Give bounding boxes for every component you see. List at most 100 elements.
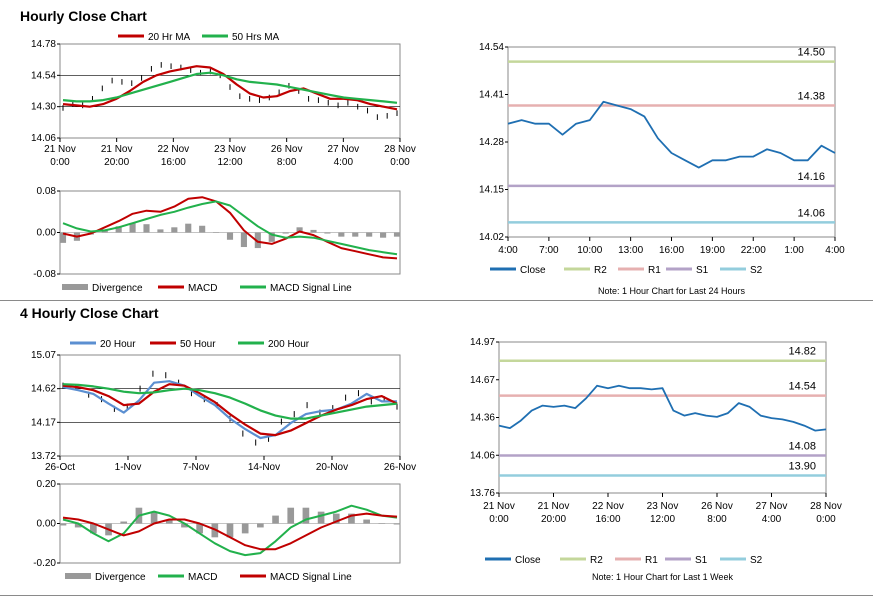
four-hourly-close-legend-label: Close — [515, 555, 541, 566]
four-hourly-macd-divergence-bar — [302, 507, 310, 524]
four-hourly-macd-divergence-bar — [393, 523, 401, 525]
four-hourly-macd-divergence-bar — [59, 523, 67, 526]
four-hourly-macd-divergence-bar — [226, 523, 234, 538]
hourly-price-x-tick-label: 8:00 — [277, 157, 297, 168]
hourly-price-y-tick-label: 14.06 — [31, 133, 56, 144]
hourly-price-x-tick-label: 22 Nov — [157, 144, 189, 155]
bottom-divider — [0, 595, 873, 596]
four-hourly-macd-divergence-bar — [241, 523, 249, 534]
hourly-close-y-tick-label: 14.54 — [479, 42, 504, 53]
four-hourly-macd-legend-swatch — [65, 573, 91, 579]
four-hourly-macd-y-tick-label: 0.20 — [37, 479, 57, 490]
hourly-price-x-tick-label: 0:00 — [50, 157, 70, 168]
hourly-close-legend-label: Close — [520, 265, 546, 276]
four-hourly-close-x-tick-label: 16:00 — [595, 514, 620, 525]
four-hourly-price-x-tick-label: 1-Nov — [115, 462, 142, 473]
hourly-close-x-tick-label: 13:00 — [618, 245, 643, 256]
four-hourly-close-x-tick-label: 22 Nov — [592, 501, 624, 512]
four-hourly-close-legend-label: S2 — [750, 555, 763, 566]
four-hourly-close-note: Note: 1 Hour Chart for Last 1 Week — [592, 572, 733, 582]
hourly-macd-divergence-bar — [352, 232, 359, 237]
four-hourly-price-legend-label: 20 Hour — [100, 339, 136, 350]
hourly-close-level-label-r2: 14.50 — [797, 47, 825, 59]
hourly-macd-divergence-bar — [282, 232, 289, 234]
four-hourly-close-plot-frame — [498, 341, 827, 494]
hourly-price-x-tick-label: 26 Nov — [271, 144, 303, 155]
hourly-macd-divergence-bar — [324, 232, 331, 234]
hourly-price-x-tick-label: 4:00 — [334, 157, 354, 168]
hourly-macd-divergence-bar — [185, 223, 192, 233]
four-hourly-close-y-tick-label: 13.76 — [470, 488, 495, 499]
hourly-macd-divergence-bar — [199, 225, 206, 233]
hourly-price-legend-label: 20 Hr MA — [148, 32, 191, 43]
four-hourly-close-x-tick-label: 0:00 — [816, 514, 836, 525]
hourly-close-y-tick-label: 14.28 — [479, 137, 504, 148]
hourly-macd-divergence-bar — [157, 229, 164, 233]
hourly-price-y-tick-label: 14.30 — [31, 102, 56, 113]
four-hourly-macd-legend-label: Divergence — [95, 572, 146, 583]
four-hourly-close-x-tick-label: 26 Nov — [701, 501, 733, 512]
four-hourly-price-legend-label: 200 Hour — [268, 339, 310, 350]
four-hourly-macd-divergence-bar — [257, 523, 264, 528]
hourly-close-note: Note: 1 Hour Chart for Last 24 Hours — [598, 286, 746, 296]
four-hourly-close-y-tick-label: 14.36 — [470, 413, 495, 424]
hourly-close-plot-frame — [507, 46, 836, 238]
four-hourly-macd-divergence-bar — [165, 519, 173, 524]
hourly-macd-legend-label: Divergence — [92, 283, 143, 294]
four-hourly-close-x-tick-label: 20:00 — [541, 514, 566, 525]
hourly-macd-divergence-bar — [366, 232, 373, 237]
four-hourly-macd-divergence-bar — [90, 523, 97, 534]
hourly-close-x-tick-label: 4:00 — [825, 245, 845, 256]
four-hourly-close-x-tick-label: 27 Nov — [756, 501, 788, 512]
four-hourly-macd-series-macd — [62, 504, 398, 557]
hourly-price-x-tick-label: 21 Nov — [101, 144, 133, 155]
four-hourly-macd-divergence-bar — [272, 515, 279, 524]
four-hourly-macd-divergence-bar — [348, 513, 355, 524]
four-hourly-price-y-tick-label: 15.07 — [31, 350, 56, 361]
hourly-price-y-tick-label: 14.78 — [31, 39, 56, 50]
four-hourly-close-level-label-r2: 14.82 — [788, 346, 816, 358]
hourly-price-x-tick-label: 12:00 — [217, 157, 242, 168]
hourly-macd-divergence-bar — [393, 232, 401, 237]
four-hourly-macd-divergence-bar — [287, 507, 295, 524]
four-hourly-price-x-tick-label: 7-Nov — [183, 462, 210, 473]
four-hourly-price-y-tick-label: 14.62 — [31, 384, 56, 395]
hourly-macd-divergence-bar — [129, 223, 136, 233]
four-hourly-price-legend-label: 50 Hour — [180, 339, 216, 350]
hourly-macd-divergence-bar — [226, 232, 234, 240]
four-hourly-close-level-label-r1: 14.54 — [788, 381, 816, 393]
four-hourly-close-y-tick-label: 14.06 — [470, 450, 495, 461]
hourly-macd-divergence-bar — [310, 229, 317, 233]
hourly-macd-legend-swatch — [62, 284, 88, 290]
four-hourly-macd-divergence-bar — [150, 511, 158, 524]
four-hourly-section-title: 4 Hourly Close Chart — [20, 305, 159, 321]
hourly-macd-divergence-bar — [171, 227, 178, 233]
four-hourly-close-x-tick-label: 0:00 — [489, 514, 509, 525]
hourly-macd-legend-label: MACD Signal Line — [270, 283, 352, 294]
four-hourly-close-x-tick-label: 21 Nov — [538, 501, 570, 512]
hourly-close-x-tick-label: 19:00 — [700, 245, 725, 256]
four-hourly-price-x-tick-label: 20-Nov — [316, 462, 348, 473]
four-hourly-macd-divergence-bar — [74, 523, 82, 528]
hourly-close-y-tick-label: 14.02 — [479, 232, 504, 243]
hourly-macd-y-tick-label: 0.00 — [37, 228, 57, 239]
hourly-macd-divergence-bar — [296, 227, 303, 233]
four-hourly-macd-divergence-bar — [363, 519, 370, 524]
four-hourly-close-level-label-s1: 14.08 — [788, 441, 816, 453]
hourly-macd-y-tick-label: 0.08 — [37, 186, 57, 197]
four-hourly-macd-divergence-bar — [317, 511, 325, 524]
four-hourly-close-x-tick-label: 21 Nov — [483, 501, 515, 512]
four-hourly-close-x-tick-label: 4:00 — [762, 514, 782, 525]
hourly-close-series-close — [507, 100, 836, 169]
hourly-macd-divergence-bar — [59, 232, 67, 243]
four-hourly-price-x-tick-label: 14-Nov — [248, 462, 280, 473]
hourly-macd-divergence-bar — [115, 226, 122, 233]
hourly-close-x-tick-label: 16:00 — [659, 245, 684, 256]
hourly-close-y-tick-label: 14.15 — [479, 185, 504, 196]
four-hourly-macd-divergence-bar — [378, 523, 386, 524]
four-hourly-price-plot-frame — [59, 354, 401, 457]
hourly-price-legend-label: 50 Hrs MA — [232, 32, 280, 43]
four-hourly-macd-legend-label: MACD — [188, 572, 217, 583]
four-hourly-close-x-tick-label: 8:00 — [707, 514, 727, 525]
